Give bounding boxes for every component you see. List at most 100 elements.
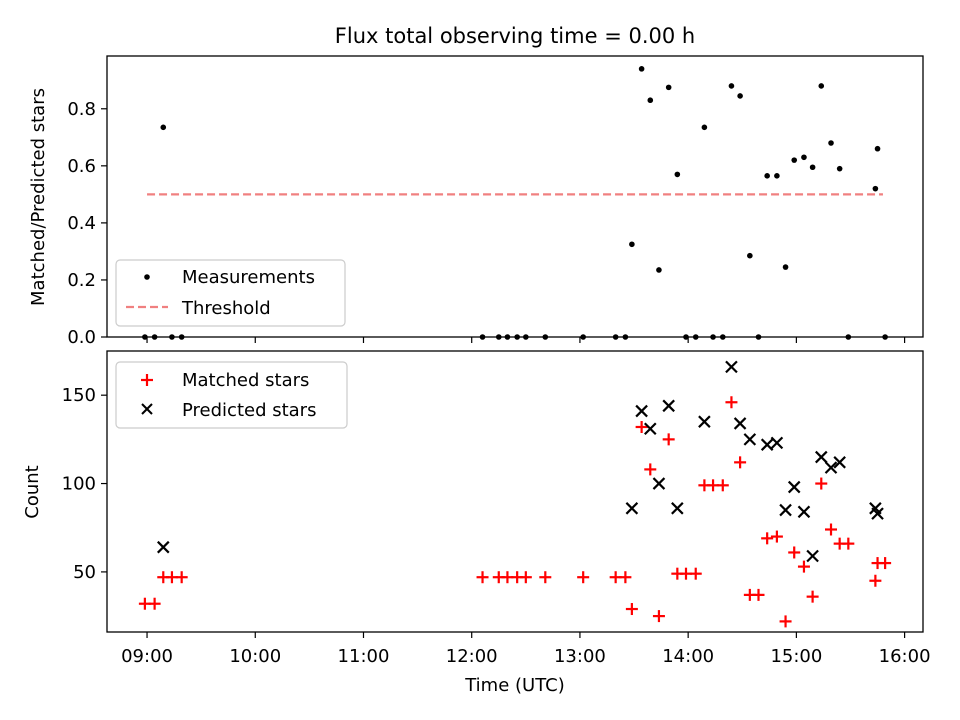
- matched-star-point: [619, 571, 632, 584]
- predicted-star-point: [806, 549, 819, 563]
- predicted-star-point: [760, 438, 774, 451]
- x-tick-label: 11:00: [338, 646, 390, 667]
- matched-star-point: [797, 560, 810, 573]
- measurement-point: [764, 173, 770, 179]
- measurement-point: [874, 145, 881, 152]
- measurement-point: [656, 267, 662, 273]
- legend-predicted-marker: [141, 403, 153, 415]
- predicted-star-point: [743, 433, 757, 446]
- top-plot-frame: [106, 55, 924, 338]
- bottom-panel: 50 100 150 09:00 10:00 11:00 12:00 13:00 14:00 1…: [22, 350, 931, 696]
- top-legend: Measurements Threshold: [115, 259, 346, 327]
- x-axis-label: Time (UTC): [464, 675, 565, 696]
- predicted-star-point: [824, 461, 838, 474]
- measurement-point: [801, 154, 807, 161]
- matched-star-point: [752, 588, 765, 601]
- legend-predicted-label: Predicted stars: [182, 400, 316, 421]
- legend-measurements-label: Measurements: [182, 267, 315, 288]
- matched-star-point: [652, 610, 665, 623]
- measurement-point: [629, 241, 635, 248]
- matched-star-point: [716, 479, 729, 492]
- matched-star-point: [761, 532, 774, 545]
- predicted-star-point: [833, 456, 846, 469]
- matched-star-point: [625, 603, 638, 616]
- top-y-tick-label: 0.8: [67, 99, 96, 120]
- matched-star-point: [644, 463, 657, 476]
- measurement-point: [872, 185, 879, 192]
- measurement-point: [647, 97, 654, 104]
- measurement-point: [828, 140, 834, 146]
- matched-star-point: [806, 590, 819, 603]
- top-legend-box: [115, 259, 346, 327]
- measurement-point: [818, 83, 825, 89]
- matched-star-point: [539, 571, 552, 584]
- measurement-point: [674, 171, 681, 178]
- measurement-point: [160, 124, 167, 131]
- predicted-star-point: [779, 503, 792, 517]
- chart-title: Flux total observing time = 0.00 h: [335, 24, 695, 48]
- legend-measurement-marker: [144, 274, 150, 280]
- x-tick-label: 09:00: [121, 646, 173, 667]
- matched-star-point: [779, 615, 792, 628]
- legend-threshold-label: Threshold: [181, 298, 271, 319]
- predicted-star-point: [871, 507, 884, 520]
- measurement-point: [638, 66, 645, 72]
- x-tick-label: 16:00: [879, 646, 931, 667]
- legend-matched-marker: [141, 374, 153, 386]
- bottom-y-tick-label: 50: [73, 562, 96, 583]
- top-y-tick-label: 0.4: [67, 213, 96, 234]
- legend-matched-label: Matched stars: [182, 370, 309, 391]
- top-y-tick-label: 0.0: [67, 327, 96, 348]
- top-y-tick-label: 0.2: [67, 270, 96, 291]
- x-tick-label: 13:00: [554, 646, 606, 667]
- matched-star-point: [869, 574, 882, 587]
- matched-star-point: [519, 571, 532, 584]
- matched-star-point: [662, 433, 675, 446]
- top-y-axis: 0.0 0.2 0.4 0.6 0.8: [67, 99, 107, 348]
- measurement-point: [728, 83, 735, 89]
- matched-star-point: [689, 567, 702, 580]
- predicted-star-point: [725, 360, 738, 374]
- bottom-plot-frame: [106, 350, 924, 633]
- predicted-star-point: [652, 477, 666, 490]
- x-tick-label: 15:00: [770, 646, 822, 667]
- bottom-y-axis-label: Count: [22, 465, 43, 518]
- measurement-point: [774, 173, 780, 179]
- bottom-legend: Matched stars Predicted stars: [115, 361, 348, 429]
- matched-star-point: [734, 456, 747, 469]
- x-tick-label: 10:00: [229, 646, 281, 667]
- measurement-point: [737, 93, 743, 99]
- measurement-point: [809, 164, 816, 171]
- bottom-y-axis: 50 100 150: [62, 385, 107, 583]
- matched-star-point: [148, 597, 161, 610]
- bottom-y-tick-label: 100: [62, 474, 96, 495]
- predicted-star-point: [635, 404, 648, 418]
- predicted-star-point: [770, 436, 784, 450]
- matched-star-point: [825, 523, 838, 536]
- top-y-tick-label: 0.6: [67, 156, 96, 177]
- predicted-star-point: [662, 399, 675, 413]
- predicted-star-point: [671, 502, 684, 515]
- predicted-star-point: [644, 422, 657, 436]
- predicted-star-point: [698, 415, 711, 428]
- bottom-y-tick-label: 150: [62, 385, 96, 406]
- x-tick-label: 14:00: [662, 646, 714, 667]
- top-panel: 0.00.20.40.60.8 Matched/Predicted stars …: [28, 55, 924, 348]
- top-x-ticks: [146, 337, 906, 343]
- predicted-star-point: [797, 505, 811, 519]
- matched-star-point: [476, 571, 489, 584]
- predicted-star-point: [787, 480, 801, 494]
- matched-star-point: [815, 477, 828, 490]
- matched-star-point: [175, 571, 188, 584]
- measurement-point: [836, 165, 843, 172]
- predicted-star-point: [733, 417, 747, 430]
- measurement-point: [747, 252, 753, 259]
- matched-star-point: [577, 571, 590, 584]
- measurement-point: [665, 84, 672, 91]
- predicted-star-point: [156, 540, 170, 554]
- matched-star-point: [879, 557, 892, 570]
- top-y-axis-label: Matched/Predicted stars: [28, 88, 49, 306]
- predicted-layer: [156, 360, 884, 563]
- matched-layer: [138, 396, 892, 628]
